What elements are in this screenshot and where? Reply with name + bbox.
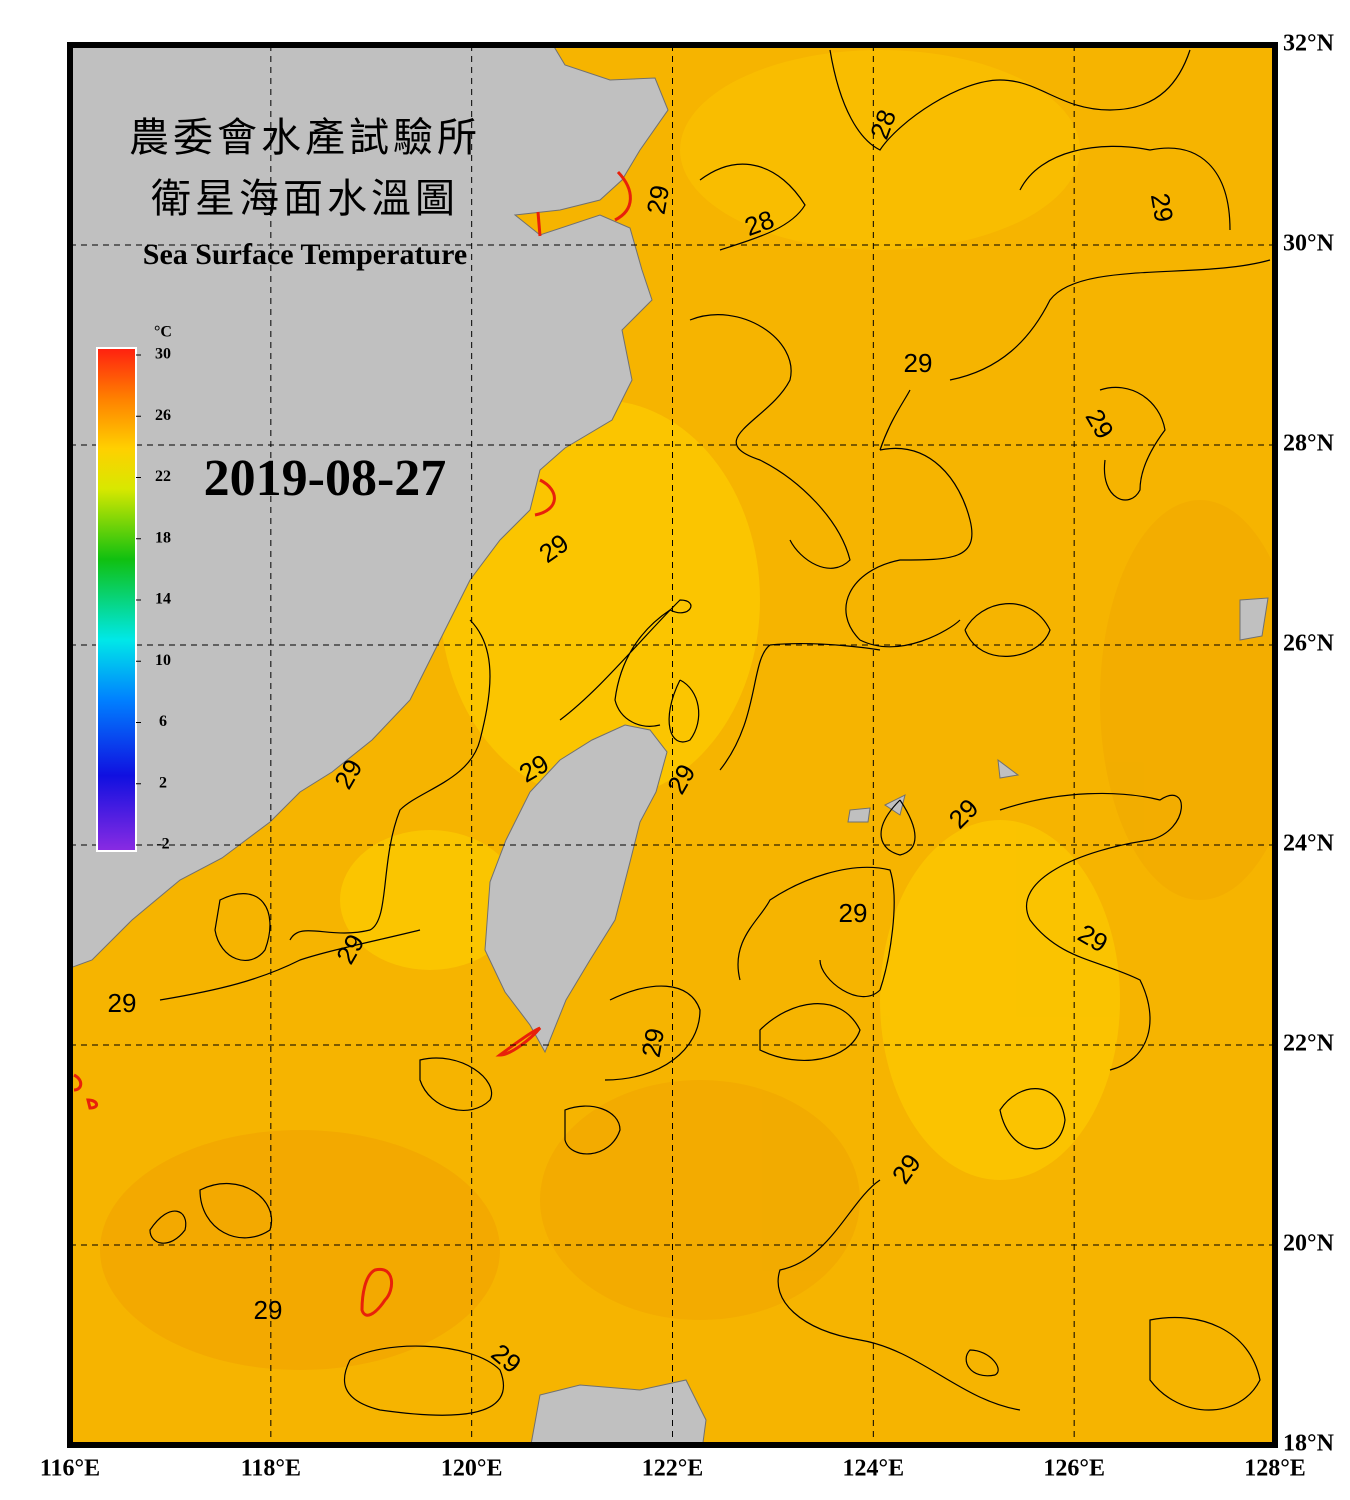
colorbar-label: 18 [155, 529, 171, 546]
lon-label: 126°E [1043, 1456, 1105, 1482]
lat-label: 24°N [1283, 831, 1335, 857]
contour-label: 29 [839, 898, 868, 928]
colorbar-label: 14 [155, 591, 171, 608]
graticule [70, 45, 1275, 1445]
date: 2019-08-27 [204, 450, 447, 507]
colorbar-label: 10 [155, 652, 171, 669]
contours [149, 49, 1271, 1416]
contour-label: 29 [904, 348, 933, 378]
lat-label: 20°N [1283, 1231, 1335, 1257]
lon-label: 122°E [642, 1456, 704, 1482]
map-frame [67, 42, 1278, 1448]
colorbar-label: 22 [155, 468, 171, 485]
lat-label: 32°N [1283, 31, 1335, 57]
colorbar-label: 6 [159, 713, 167, 730]
colorbar-label: 26 [155, 407, 171, 424]
title-zh: 農委會水產試驗所 [129, 115, 481, 160]
colorbar-label: 2 [159, 774, 167, 791]
contour-label: 29 [636, 1026, 671, 1060]
lat-label: 28°N [1283, 431, 1335, 457]
lon-label: 118°E [241, 1456, 301, 1482]
colorbar-unit: °C [154, 324, 172, 341]
lon-label: 124°E [843, 1456, 905, 1482]
colorbar [96, 347, 137, 852]
title-en: Sea Surface Temperature [143, 238, 467, 271]
lon-label: 116°E [40, 1456, 100, 1482]
warm-contours [73, 170, 632, 1317]
subtitle-zh: 衛星海面水溫圖 [151, 176, 459, 221]
lat-label: 30°N [1283, 231, 1335, 257]
contour-label: 29 [254, 1295, 283, 1325]
lat-label: 22°N [1283, 1031, 1335, 1057]
colorbar-label: -2 [156, 836, 169, 853]
land [70, 45, 1269, 1445]
lat-label: 18°N [1283, 1431, 1335, 1457]
lon-label: 120°E [441, 1456, 503, 1482]
colorbar-label: 30 [155, 346, 171, 363]
lon-label: 128°E [1244, 1456, 1306, 1482]
lat-label: 26°N [1283, 631, 1335, 657]
contour-label: 29 [1145, 191, 1180, 225]
labels: 116°E 118°E 120°E 122°E 124°E 126°E 128°E 32°N 3… [40, 31, 1335, 1482]
contour-label: 29 [108, 988, 137, 1018]
contour-label: 29 [641, 183, 676, 217]
